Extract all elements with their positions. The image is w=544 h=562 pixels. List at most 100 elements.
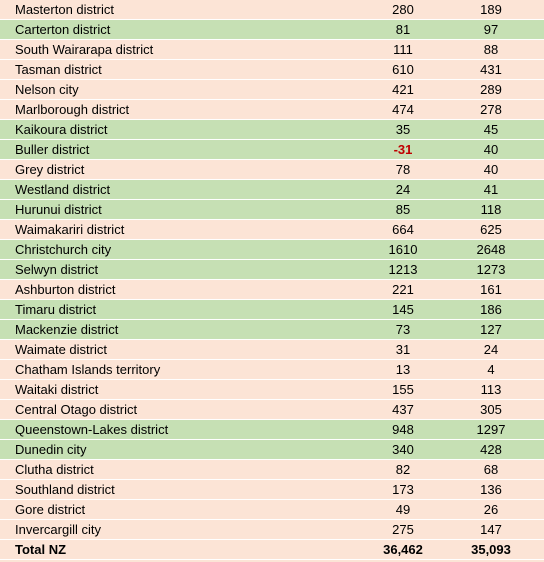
cell-value: 610 — [392, 62, 414, 77]
cell-value: 1610 — [388, 242, 418, 257]
row-name: Kaikoura district — [15, 122, 108, 137]
row-name: Timaru district — [15, 302, 97, 317]
table-row: Gore district 49 26 — [0, 500, 544, 520]
table-row: Selwyn district 1213 1273 — [0, 260, 544, 280]
cell-value: 431 — [480, 62, 502, 77]
table-row: Grey district 78 40 — [0, 160, 544, 180]
cell-value: 289 — [480, 82, 502, 97]
cell-value: 221 — [392, 282, 414, 297]
cell-value: 24 — [395, 182, 411, 197]
cell-value: 437 — [392, 402, 414, 417]
cell-value: 97 — [483, 22, 499, 37]
cell-value: 45 — [483, 122, 499, 137]
cell-value: 127 — [480, 322, 502, 337]
row-name: Central Otago district — [15, 402, 138, 417]
cell-value: 26 — [483, 502, 499, 517]
cell-value: 280 — [392, 2, 414, 17]
cell-value: 155 — [392, 382, 414, 397]
cell-value: 305 — [480, 402, 502, 417]
cell-value: 145 — [392, 302, 414, 317]
cell-value: 24 — [483, 342, 499, 357]
table-row: Tasman district 610 431 — [0, 60, 544, 80]
cell-value: 4 — [487, 362, 495, 377]
row-name: Tasman district — [15, 62, 102, 77]
cell-value: 81 — [395, 22, 411, 37]
cell-value: 428 — [480, 442, 502, 457]
table-row: Marlborough district 474 278 — [0, 100, 544, 120]
cell-value: 49 — [395, 502, 411, 517]
row-name: Carterton district — [15, 22, 111, 37]
row-name: Waitaki district — [15, 382, 99, 397]
row-name: Ashburton district — [15, 282, 116, 297]
cell-value: 1213 — [388, 262, 418, 277]
table-row: Hurunui district 85 118 — [0, 200, 544, 220]
table-row: Timaru district 145 186 — [0, 300, 544, 320]
cell-value: 474 — [392, 102, 414, 117]
row-name: Gore district — [15, 502, 86, 517]
table-row: Kaikoura district 35 45 — [0, 120, 544, 140]
cell-value: 41 — [483, 182, 499, 197]
table-row: Christchurch city 1610 2648 — [0, 240, 544, 260]
table-row: Central Otago district 437 305 — [0, 400, 544, 420]
table-row: Mackenzie district 73 127 — [0, 320, 544, 340]
cell-value: 13 — [395, 362, 411, 377]
row-name: Total NZ — [15, 542, 67, 557]
cell-value: 2648 — [476, 242, 506, 257]
cell-value: 186 — [480, 302, 502, 317]
row-name: Buller district — [15, 142, 90, 157]
table-row: Invercargill city 275 147 — [0, 520, 544, 540]
row-name: Dunedin city — [15, 442, 87, 457]
table-row: Nelson city 421 289 — [0, 80, 544, 100]
row-name: Westland district — [15, 182, 111, 197]
table-row: Southland district 173 136 — [0, 480, 544, 500]
cell-value: 73 — [395, 322, 411, 337]
cell-value: 111 — [393, 42, 413, 57]
row-name: Grey district — [15, 162, 85, 177]
cell-value: 35 — [395, 122, 411, 137]
row-name: Hurunui district — [15, 202, 102, 217]
cell-value: 113 — [480, 382, 502, 397]
row-name: Masterton district — [15, 2, 114, 17]
cell-value: 173 — [392, 482, 414, 497]
cell-value: 948 — [392, 422, 414, 437]
cell-value: 189 — [480, 2, 502, 17]
cell-value: 278 — [480, 102, 502, 117]
row-name: Marlborough district — [15, 102, 130, 117]
cell-value: 82 — [395, 462, 411, 477]
row-name: Mackenzie district — [15, 322, 119, 337]
table-row: Chatham Islands territory 13 4 — [0, 360, 544, 380]
cell-value: 147 — [480, 522, 502, 537]
cell-value: 35,093 — [471, 542, 511, 557]
row-name: Queenstown-Lakes district — [15, 422, 169, 437]
cell-value: 1273 — [476, 262, 506, 277]
table-row: Dunedin city 340 428 — [0, 440, 544, 460]
cell-value: 664 — [392, 222, 414, 237]
row-name: Christchurch city — [15, 242, 112, 257]
cell-value: 421 — [392, 82, 414, 97]
table-row: Ashburton district 221 161 — [0, 280, 544, 300]
row-name: Clutha district — [15, 462, 94, 477]
cell-value: 1297 — [476, 422, 506, 437]
table-row: Waitaki district 155 113 — [0, 380, 544, 400]
table-row: Carterton district 81 97 — [0, 20, 544, 40]
table-row: Waimate district 31 24 — [0, 340, 544, 360]
cell-value: 340 — [392, 442, 414, 457]
cell-value: 31 — [395, 342, 411, 357]
row-name: Southland district — [15, 482, 115, 497]
cell-value: 40 — [483, 142, 499, 157]
cell-value: 36,462 — [383, 542, 423, 557]
cell-value: 275 — [392, 522, 414, 537]
table-row: Buller district -31 40 — [0, 140, 544, 160]
table-row: Westland district 24 41 — [0, 180, 544, 200]
row-name: Waimate district — [15, 342, 107, 357]
row-name: Waimakariri district — [15, 222, 125, 237]
total-row: Total NZ 36,462 35,093 — [0, 540, 544, 560]
row-name: Nelson city — [15, 82, 79, 97]
cell-value: 136 — [480, 482, 502, 497]
row-name: Chatham Islands territory — [15, 362, 161, 377]
table-row: South Wairarapa district 111 88 — [0, 40, 544, 60]
table-row: Waimakariri district 664 625 — [0, 220, 544, 240]
cell-value: 118 — [480, 202, 502, 217]
